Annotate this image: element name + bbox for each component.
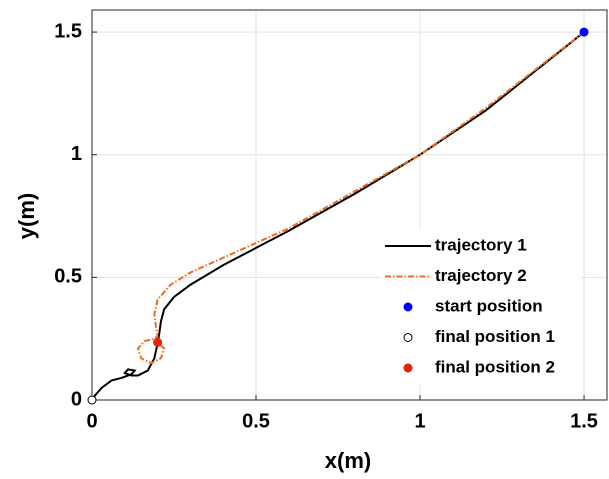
y-tick-label: 1 [71, 143, 82, 165]
x-tick-label: 0 [86, 410, 97, 432]
trajectory-line [91, 31, 585, 401]
legend-label: trajectory 2 [435, 266, 527, 285]
marker [153, 337, 163, 347]
marker [87, 395, 97, 405]
x-axis-label: x(m) [325, 448, 371, 473]
x-tick-label: 0.5 [242, 410, 270, 432]
legend-label: final position 2 [435, 357, 555, 376]
legend-label: trajectory 1 [435, 235, 527, 254]
x-tick-label: 1 [414, 410, 425, 432]
trajectory-line [136, 31, 585, 365]
y-tick-label: 0.5 [54, 266, 82, 288]
legend-marker [403, 363, 413, 373]
legend-label: start position [435, 296, 543, 315]
legend-marker [403, 302, 413, 312]
plot-frame [91, 9, 608, 401]
y-tick-label: 1.5 [54, 20, 82, 42]
x-tick-label: 1.5 [570, 410, 598, 432]
marker [579, 27, 589, 37]
y-axis-label: y(m) [14, 193, 39, 239]
legend-box [381, 230, 581, 385]
legend-marker [403, 333, 413, 342]
legend-label: final position 1 [435, 327, 555, 346]
y-tick-label: 0 [71, 388, 82, 410]
